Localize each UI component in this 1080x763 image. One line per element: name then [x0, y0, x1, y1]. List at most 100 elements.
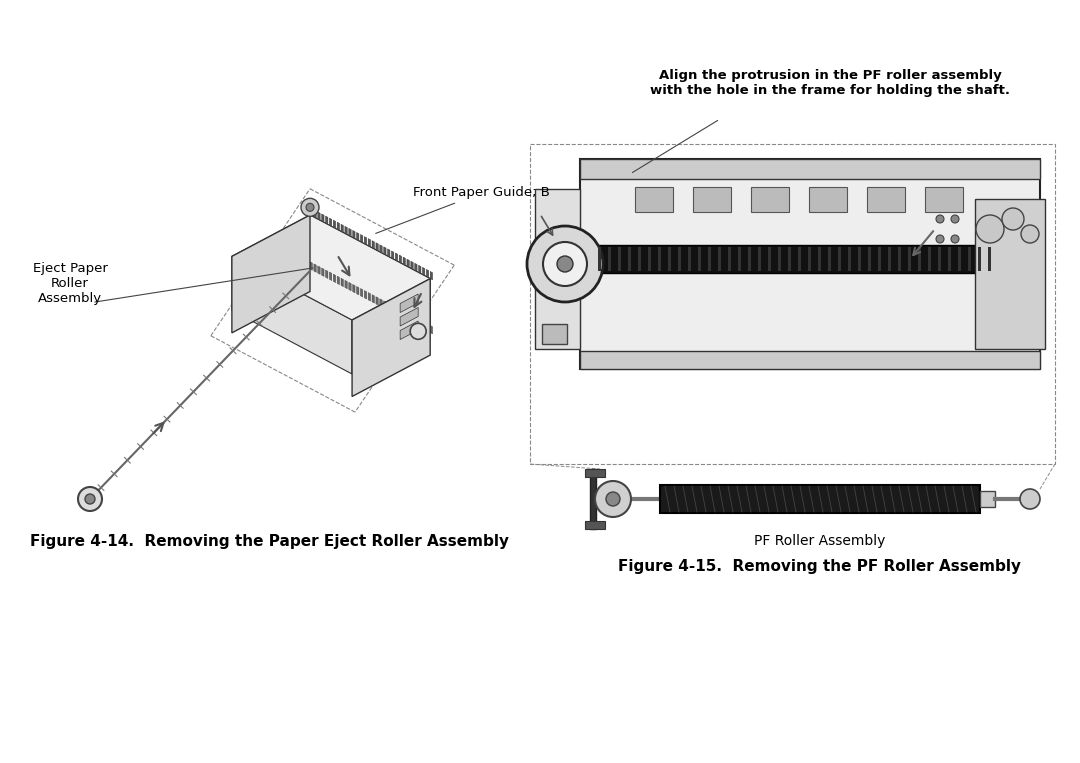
Polygon shape: [388, 249, 390, 257]
Polygon shape: [353, 285, 355, 293]
Bar: [897, 247, 901, 271]
Bar: [768, 247, 771, 271]
Bar: [660, 485, 980, 513]
Circle shape: [606, 492, 620, 506]
Polygon shape: [361, 288, 363, 297]
Polygon shape: [395, 253, 397, 262]
Bar: [590, 469, 596, 529]
Polygon shape: [361, 234, 363, 243]
Bar: [608, 247, 611, 271]
Bar: [635, 187, 673, 212]
Polygon shape: [353, 230, 355, 239]
Polygon shape: [391, 305, 394, 314]
Circle shape: [1002, 208, 1024, 230]
Bar: [585, 521, 605, 529]
Circle shape: [557, 256, 573, 272]
Polygon shape: [403, 257, 405, 266]
Polygon shape: [401, 294, 418, 313]
Polygon shape: [430, 272, 433, 280]
Polygon shape: [341, 224, 343, 233]
Bar: [988, 247, 991, 271]
Text: Front Paper Guide; B: Front Paper Guide; B: [376, 186, 550, 233]
Bar: [638, 247, 642, 271]
Text: Disassembling the Printer Mechanism: Disassembling the Printer Mechanism: [391, 742, 689, 755]
Text: EPSON Stylus Scan 2500: EPSON Stylus Scan 2500: [9, 8, 203, 21]
Polygon shape: [419, 266, 421, 274]
Bar: [788, 247, 791, 271]
Polygon shape: [356, 286, 359, 295]
Polygon shape: [407, 313, 409, 321]
Text: Figure 4-15.  Removing the PF Roller Assembly: Figure 4-15. Removing the PF Roller Asse…: [619, 559, 1022, 574]
Text: Align the protrusion in the PF roller assembly
with the hole in the frame for ho: Align the protrusion in the PF roller as…: [650, 69, 1010, 97]
Polygon shape: [400, 309, 402, 317]
Bar: [648, 247, 651, 271]
Polygon shape: [391, 251, 394, 259]
Circle shape: [301, 198, 319, 217]
Bar: [808, 247, 811, 271]
Polygon shape: [232, 256, 352, 374]
Circle shape: [951, 215, 959, 223]
Bar: [867, 187, 905, 212]
Polygon shape: [380, 299, 382, 307]
Bar: [748, 247, 751, 271]
Circle shape: [951, 235, 959, 243]
Polygon shape: [334, 220, 336, 229]
Circle shape: [595, 481, 631, 517]
Polygon shape: [368, 292, 370, 301]
Polygon shape: [383, 301, 386, 309]
Bar: [580, 351, 1040, 369]
Polygon shape: [422, 321, 424, 330]
Polygon shape: [372, 295, 375, 303]
Polygon shape: [383, 246, 386, 256]
Polygon shape: [314, 264, 316, 272]
Bar: [530, 144, 1055, 464]
Bar: [698, 247, 701, 271]
Polygon shape: [334, 274, 336, 282]
Circle shape: [527, 226, 603, 302]
Polygon shape: [376, 297, 378, 305]
Polygon shape: [415, 263, 417, 272]
Text: Disassembly & Assembly: Disassembly & Assembly: [9, 742, 200, 755]
Polygon shape: [427, 324, 429, 332]
Bar: [828, 247, 831, 271]
Bar: [868, 247, 870, 271]
Bar: [848, 247, 851, 271]
Circle shape: [78, 487, 102, 511]
Polygon shape: [318, 212, 320, 221]
Bar: [580, 159, 1040, 179]
Polygon shape: [410, 315, 414, 324]
Polygon shape: [329, 272, 332, 281]
Polygon shape: [345, 280, 348, 288]
Circle shape: [410, 324, 427, 340]
Polygon shape: [325, 216, 328, 224]
Bar: [758, 247, 761, 271]
Polygon shape: [352, 278, 430, 397]
Polygon shape: [341, 278, 343, 287]
Text: Revision A: Revision A: [989, 8, 1071, 21]
Bar: [948, 247, 951, 271]
Bar: [809, 187, 847, 212]
Bar: [878, 247, 881, 271]
Bar: [585, 469, 605, 477]
Circle shape: [543, 242, 588, 286]
Polygon shape: [322, 268, 324, 276]
Polygon shape: [427, 269, 429, 278]
Bar: [958, 247, 961, 271]
Polygon shape: [349, 228, 351, 237]
Polygon shape: [407, 259, 409, 268]
Polygon shape: [310, 262, 312, 270]
Text: 107: 107: [1042, 742, 1071, 755]
Bar: [618, 247, 621, 271]
Polygon shape: [310, 215, 430, 333]
Bar: [924, 187, 963, 212]
Polygon shape: [337, 222, 339, 230]
Bar: [778, 247, 781, 271]
Bar: [818, 247, 821, 271]
Bar: [858, 247, 861, 271]
Circle shape: [936, 235, 944, 243]
Polygon shape: [318, 266, 320, 275]
Polygon shape: [410, 261, 414, 269]
Bar: [738, 247, 741, 271]
Bar: [975, 199, 1045, 349]
Polygon shape: [310, 208, 312, 216]
